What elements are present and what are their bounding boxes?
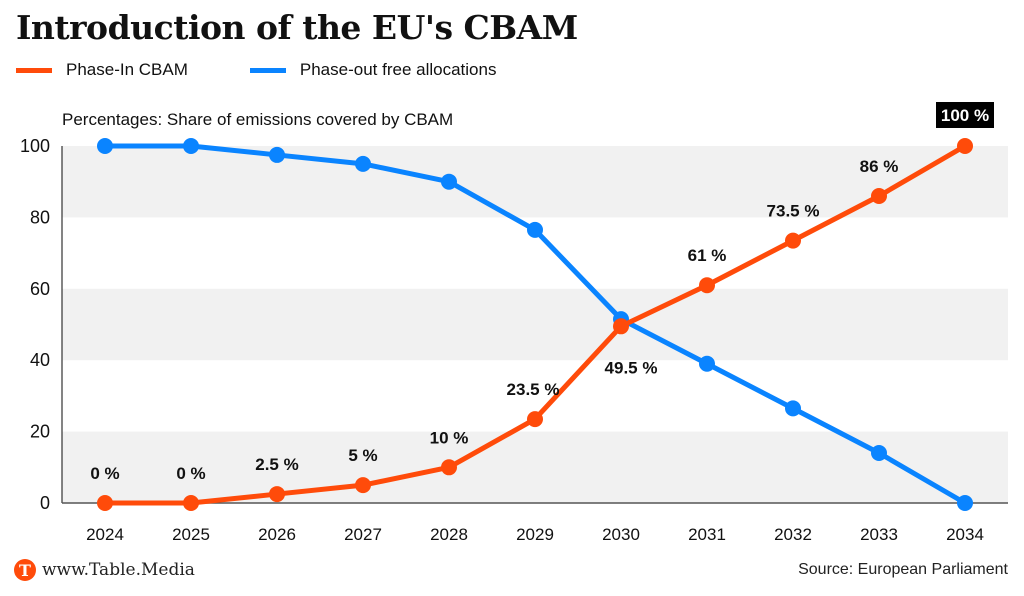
- x-tick-label: 2031: [688, 525, 726, 544]
- x-tick-label: 2034: [946, 525, 984, 544]
- grid-band: [62, 288, 1008, 361]
- grid-band: [62, 146, 1008, 218]
- data-point: [871, 187, 887, 204]
- data-label: 0 %: [90, 464, 119, 483]
- data-label: 86 %: [860, 157, 899, 176]
- x-tick-label: 2029: [516, 525, 554, 544]
- legend-swatch-phase-out: [249, 67, 286, 73]
- data-point: [957, 495, 973, 511]
- site-url: www.Table.Media: [42, 560, 195, 580]
- chart-title: Introduction of the EU's CBAM: [16, 8, 578, 47]
- data-point: [785, 232, 801, 249]
- data-point: [269, 146, 285, 163]
- x-tick-label: 2033: [860, 525, 898, 544]
- data-point: [699, 277, 715, 294]
- y-tick-label: 20: [30, 422, 50, 442]
- x-tick-label: 2028: [430, 525, 468, 544]
- data-label: 0 %: [176, 464, 205, 483]
- data-point: [355, 477, 371, 494]
- x-tick-label: 2024: [86, 525, 124, 544]
- grid-band: [62, 431, 1008, 503]
- data-label: 2.5 %: [255, 455, 298, 474]
- x-tick-label: 2027: [344, 525, 382, 544]
- brand: T www.Table.Media: [14, 559, 195, 581]
- legend-swatch-phase-in: [16, 67, 52, 73]
- data-label: 5 %: [348, 446, 377, 465]
- data-label: 49.5 %: [605, 358, 658, 377]
- data-point: [613, 318, 629, 335]
- data-point: [183, 495, 199, 511]
- chart-subtitle: Percentages: Share of emissions covered …: [62, 110, 454, 129]
- y-tick-label: 80: [30, 207, 50, 227]
- data-label: 61 %: [688, 246, 727, 265]
- data-point: [97, 495, 113, 511]
- y-tick-label: 0: [40, 493, 50, 513]
- data-label: 23.5 %: [507, 380, 560, 399]
- highlight-label-box: [936, 102, 994, 128]
- data-point: [527, 411, 543, 428]
- legend-item-phase-in: Phase-In CBAM: [16, 60, 188, 80]
- data-point: [527, 221, 543, 238]
- legend-item-phase-out: Phase-out free allocations: [249, 60, 497, 80]
- data-point: [269, 486, 285, 503]
- data-point: [355, 155, 371, 172]
- legend: Phase-In CBAM Phase-out free allocations: [16, 60, 558, 80]
- data-label: 100 %: [941, 106, 989, 125]
- x-tick-label: 2025: [172, 525, 210, 544]
- data-point: [699, 355, 715, 372]
- x-tick-label: 2030: [602, 525, 640, 544]
- data-point: [441, 173, 457, 190]
- y-tick-label: 60: [30, 279, 50, 299]
- data-point: [183, 138, 199, 154]
- data-point: [97, 138, 113, 154]
- data-point: [957, 138, 973, 154]
- source-note: Source: European Parliament: [798, 561, 1008, 578]
- data-point: [871, 445, 887, 462]
- legend-label-phase-out: Phase-out free allocations: [299, 60, 497, 79]
- legend-label-phase-in: Phase-In CBAM: [66, 60, 188, 79]
- data-label: 10 %: [430, 428, 469, 447]
- x-tick-label: 2026: [258, 525, 296, 544]
- data-point: [441, 459, 457, 476]
- y-tick-label: 100: [20, 136, 50, 156]
- data-label: 73.5 %: [767, 202, 820, 221]
- data-point: [785, 400, 801, 417]
- y-tick-label: 40: [30, 350, 50, 370]
- x-tick-label: 2032: [774, 525, 812, 544]
- table-media-logo-icon: T: [14, 559, 36, 581]
